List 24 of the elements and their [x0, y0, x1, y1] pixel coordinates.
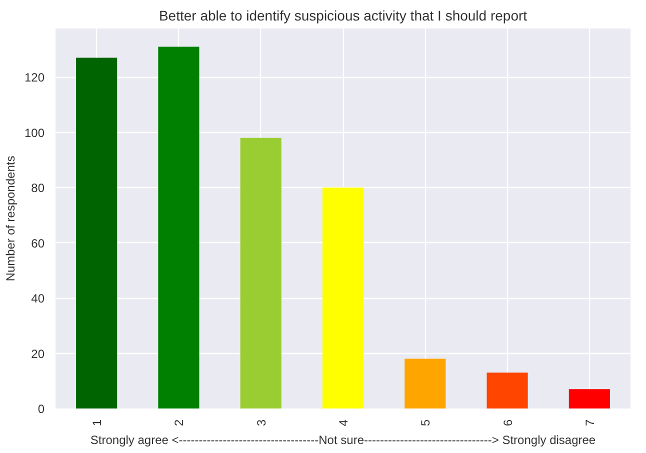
- chart-title: Better able to identify suspicious activity that I should report: [158, 8, 528, 24]
- bar: [76, 58, 118, 408]
- x-tick-label: 7: [582, 419, 597, 426]
- y-tick-label: 60: [31, 236, 45, 250]
- bar: [568, 389, 610, 408]
- y-axis-title: Number of respondents: [3, 156, 18, 282]
- x-tick-label: 3: [254, 419, 268, 426]
- x-tick-label: 4: [336, 419, 350, 426]
- x-tick-label: 6: [500, 419, 515, 426]
- y-tick-label: 80: [31, 181, 45, 196]
- bar: [486, 372, 528, 408]
- bar: [322, 188, 364, 408]
- y-tick-label: 0: [38, 402, 45, 416]
- x-tick-label: 1: [90, 419, 104, 426]
- y-tick-label: 40: [31, 292, 45, 306]
- y-tick-label: 100: [24, 126, 45, 140]
- bar: [158, 46, 200, 408]
- y-tick-label: 120: [24, 70, 45, 85]
- x-tick-label: 5: [418, 419, 433, 426]
- bar: [240, 138, 282, 408]
- y-tick-label: 20: [31, 346, 45, 361]
- x-tick-label: 2: [172, 419, 186, 426]
- bar: [404, 358, 446, 408]
- x-axis-title: Strongly agree <-----------------------------------Not sure--------------------------------> Strongly disagree: [90, 433, 596, 448]
